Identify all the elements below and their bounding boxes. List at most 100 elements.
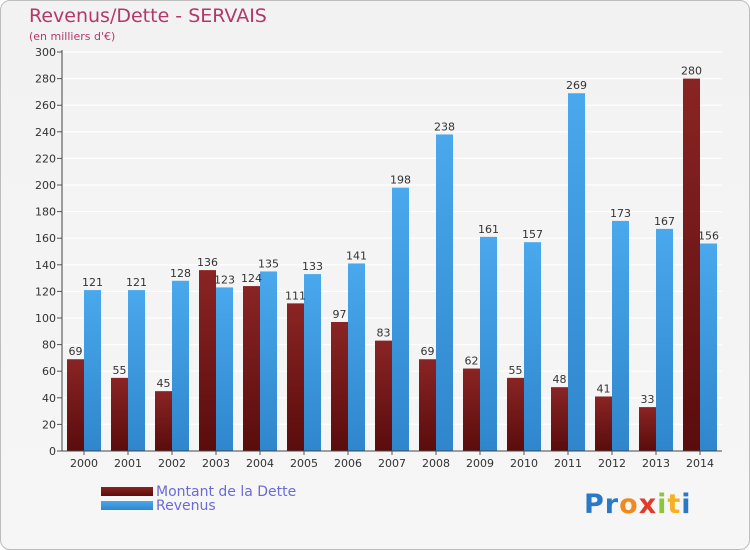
x-tick-label: 2001 — [114, 457, 142, 470]
data-label-revenus: 238 — [434, 120, 455, 133]
y-tick-label: 180 — [35, 206, 56, 219]
bar-debt — [287, 303, 304, 451]
legend-swatch-revenus — [101, 501, 153, 510]
x-tick-label: 2007 — [378, 457, 406, 470]
data-label-debt: 69 — [69, 345, 83, 358]
data-label-revenus: 128 — [170, 267, 191, 280]
x-tick-label: 2003 — [202, 457, 230, 470]
data-label-revenus: 173 — [610, 207, 631, 220]
bar-debt — [243, 286, 260, 451]
y-tick-label: 160 — [35, 232, 56, 245]
proxiti-logo: Proxiti — [584, 489, 692, 520]
y-tick-label: 280 — [35, 73, 56, 86]
y-tick-label: 240 — [35, 126, 56, 139]
logo-letter: i — [657, 489, 668, 520]
y-tick-label: 80 — [42, 339, 56, 352]
x-tick-label: 2000 — [70, 457, 98, 470]
bar-revenus — [480, 236, 497, 451]
x-tick-label: 2013 — [642, 457, 670, 470]
bar-revenus — [568, 93, 585, 451]
y-tick-label: 300 — [35, 46, 56, 59]
data-label-revenus: 123 — [214, 273, 235, 286]
logo-letter: i — [681, 489, 692, 520]
bar-revenus — [304, 274, 321, 451]
bar-revenus — [260, 271, 277, 451]
bar-revenus — [128, 290, 145, 451]
bar-debt — [419, 359, 436, 451]
bar-debt — [331, 321, 348, 451]
legend-label-revenus: Revenus — [156, 498, 216, 514]
y-tick-label: 220 — [35, 152, 56, 165]
bar-debt — [683, 78, 700, 451]
data-label-debt: 62 — [465, 355, 479, 368]
bar-revenus — [524, 242, 541, 451]
logo-letter: o — [619, 489, 639, 520]
bar-revenus — [84, 290, 101, 451]
data-label-debt: 124 — [241, 272, 262, 285]
logo-letter: t — [667, 489, 682, 520]
y-tick-label: 20 — [42, 418, 56, 431]
x-tick-label: 2008 — [422, 457, 450, 470]
chart-title: Revenus/Dette - SERVAIS — [29, 5, 267, 27]
data-label-debt: 136 — [197, 256, 218, 269]
x-tick-label: 2006 — [334, 457, 362, 470]
data-label-revenus: 135 — [258, 257, 279, 270]
bar-debt — [463, 368, 480, 451]
bar-debt — [155, 391, 172, 451]
data-label-debt: 69 — [421, 345, 435, 358]
x-tick-label: 2005 — [290, 457, 318, 470]
chart-subtitle: (en milliers d'€) — [29, 30, 116, 43]
x-tick-label: 2002 — [158, 457, 186, 470]
data-label-debt: 55 — [509, 364, 523, 377]
x-tick-label: 2014 — [686, 457, 714, 470]
bar-revenus — [612, 220, 629, 451]
data-label-revenus: 198 — [390, 174, 411, 187]
x-tick-label: 2010 — [510, 457, 538, 470]
data-label-revenus: 121 — [126, 276, 147, 289]
bar-debt — [111, 377, 128, 451]
x-tick-label: 2009 — [466, 457, 494, 470]
bar-revenus — [216, 287, 233, 451]
bar-revenus — [348, 263, 365, 451]
x-tick-label: 2012 — [598, 457, 626, 470]
bar-revenus — [436, 134, 453, 451]
logo-letter: x — [638, 489, 658, 520]
logo-letter: r — [604, 489, 620, 520]
data-label-revenus: 121 — [82, 276, 103, 289]
data-label-debt: 45 — [157, 377, 171, 390]
data-label-revenus: 167 — [654, 215, 675, 228]
bar-debt — [507, 377, 524, 451]
data-label-debt: 33 — [641, 393, 655, 406]
y-tick-label: 40 — [42, 392, 56, 405]
y-tick-label: 0 — [49, 445, 56, 458]
bar-revenus — [172, 280, 189, 451]
data-label-revenus: 141 — [346, 249, 367, 262]
bar-debt — [199, 270, 216, 451]
x-tick-label: 2011 — [554, 457, 582, 470]
data-label-debt: 41 — [597, 382, 611, 395]
bar-debt — [375, 340, 392, 451]
y-tick-label: 60 — [42, 365, 56, 378]
logo-letter: P — [584, 489, 605, 520]
bar-debt — [639, 407, 656, 451]
bar-revenus — [700, 243, 717, 451]
data-label-revenus: 161 — [478, 223, 499, 236]
data-label-revenus: 269 — [566, 79, 587, 92]
data-label-debt: 111 — [285, 289, 306, 302]
y-tick-label: 140 — [35, 259, 56, 272]
bar-debt — [595, 396, 612, 451]
data-label-revenus: 157 — [522, 228, 543, 241]
legend-label-debt: Montant de la Dette — [156, 484, 297, 500]
bar-revenus — [392, 187, 409, 451]
data-label-debt: 97 — [333, 308, 347, 321]
y-tick-label: 100 — [35, 312, 56, 325]
data-label-debt: 48 — [553, 373, 567, 386]
bar-debt — [67, 359, 84, 451]
y-tick-label: 260 — [35, 99, 56, 112]
bar-debt — [551, 387, 568, 451]
data-label-debt: 83 — [377, 327, 391, 340]
data-label-debt: 55 — [113, 364, 127, 377]
y-tick-label: 120 — [35, 285, 56, 298]
